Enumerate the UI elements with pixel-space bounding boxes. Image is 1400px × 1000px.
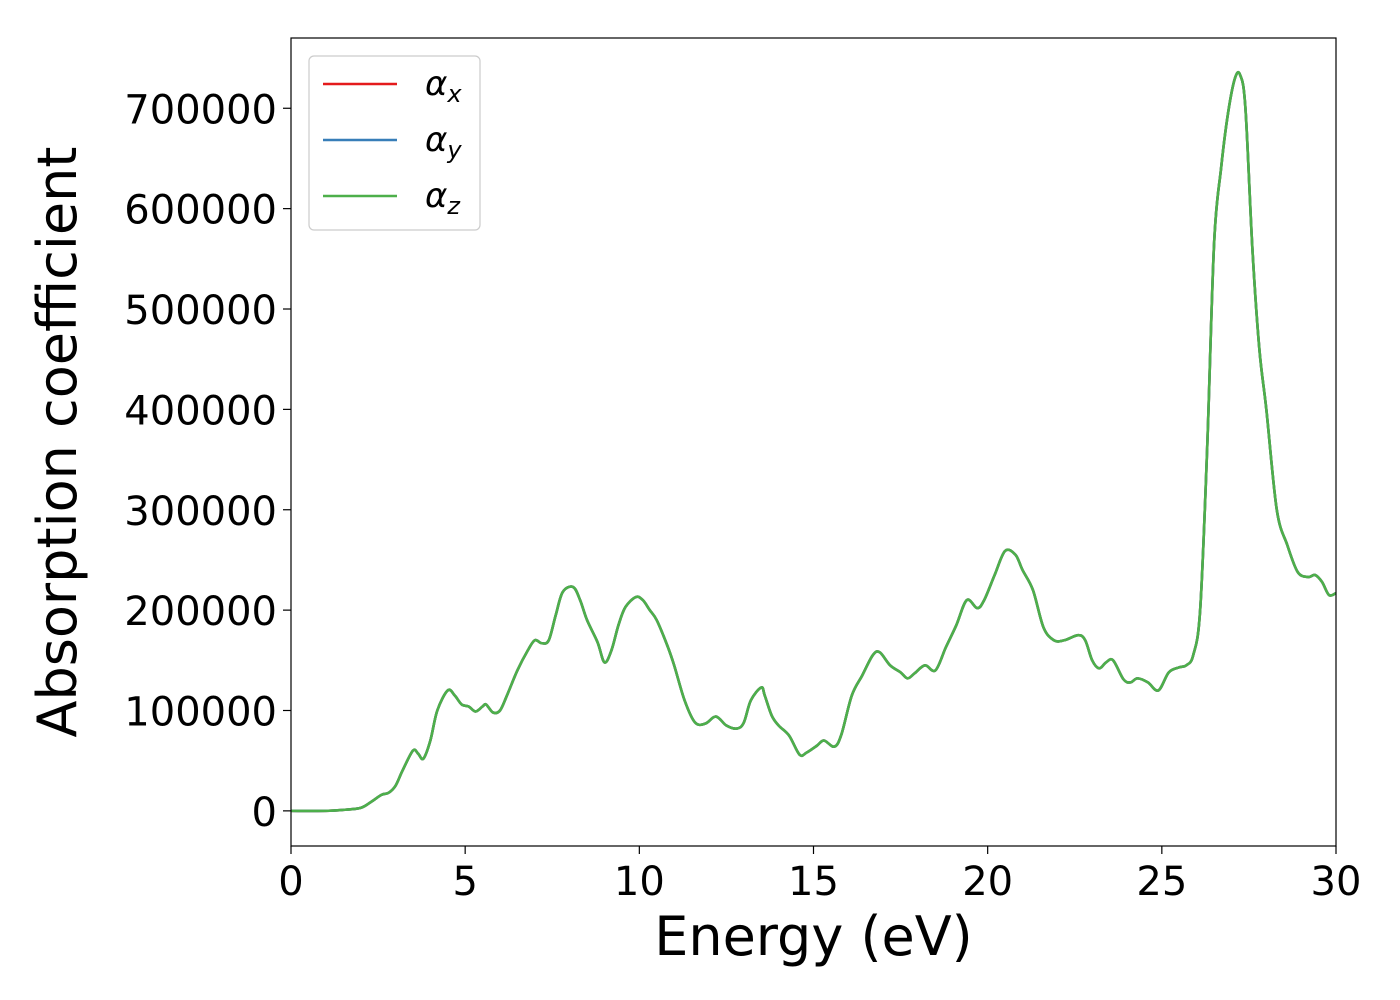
series-layer xyxy=(290,70,1337,813)
legend-label-z: αz xyxy=(425,176,461,220)
x-axis-ticks: 0 5 10 15 20 25 30 xyxy=(278,846,1361,905)
y-axis-ticks: 0 100000 200000 300000 400000 500000 600000 700… xyxy=(124,87,291,836)
legend-label-y: αy xyxy=(425,120,462,164)
x-tick-label: 25 xyxy=(1136,859,1187,905)
x-tick-label: 30 xyxy=(1311,859,1362,905)
x-axis-title: Energy (eV) xyxy=(654,905,973,968)
y-tick-label: 600000 xyxy=(124,188,277,234)
y-tick-label: 100000 xyxy=(124,689,277,735)
x-tick-label: 15 xyxy=(788,859,839,905)
legend: αx αy αz xyxy=(308,55,481,231)
y-tick-label: 400000 xyxy=(124,388,277,434)
x-tick-label: 0 xyxy=(278,859,303,905)
y-tick-label: 0 xyxy=(252,790,277,836)
x-tick-label: 5 xyxy=(452,859,477,905)
y-tick-label: 300000 xyxy=(124,489,277,535)
x-tick-label: 20 xyxy=(962,859,1013,905)
y-axis-title: Absorption coefficient xyxy=(26,147,89,738)
y-tick-label: 700000 xyxy=(124,87,277,133)
legend-label-x: αx xyxy=(425,64,462,108)
y-tick-label: 200000 xyxy=(124,589,277,635)
legend-box xyxy=(308,55,481,231)
y-tick-label: 500000 xyxy=(124,288,277,334)
x-tick-label: 10 xyxy=(614,859,665,905)
series-line-z xyxy=(290,70,1337,813)
